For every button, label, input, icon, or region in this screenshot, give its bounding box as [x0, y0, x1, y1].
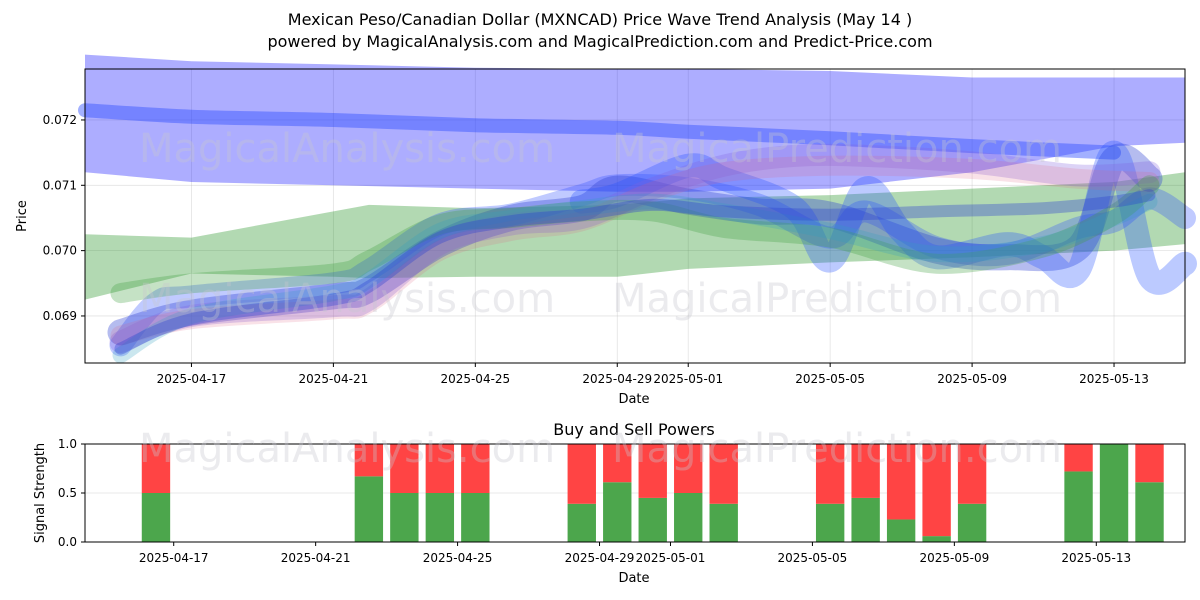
- price-x-tick-label: 2025-04-21: [299, 372, 369, 386]
- sell-power-bar: [567, 444, 596, 504]
- signal-bars: [141, 444, 1164, 542]
- price-y-tick-label: 0.069: [43, 309, 77, 323]
- sell-power-bar: [638, 444, 667, 498]
- buy-power-bar: [709, 503, 738, 542]
- buy-power-bar: [922, 536, 951, 542]
- buy-sell-power-chart: Buy and Sell Powers 2025-04-17 2025-04-21…: [33, 420, 1186, 586]
- buy-power-bar: [957, 503, 987, 542]
- sell-power-bar: [1135, 444, 1164, 483]
- figure-title-line1: Mexican Peso/Canadian Dollar (MXNCAD) Pr…: [288, 10, 912, 29]
- buy-power-bar: [1064, 471, 1093, 542]
- sell-power-bar: [957, 444, 987, 504]
- price-series: [78, 103, 1197, 364]
- sell-power-bar: [815, 444, 845, 504]
- figure-title-line2: powered by MagicalAnalysis.com and Magic…: [267, 32, 932, 51]
- price-wave-series-4: [109, 143, 1161, 354]
- price-wave-series-6: [110, 175, 1160, 304]
- signal-y-ticks: 0.0 0.5 1.0: [58, 437, 85, 549]
- signal-x-tick-label: 2025-05-09: [919, 551, 989, 565]
- buy-power-bar: [851, 497, 880, 542]
- signal-x-tick-label: 2025-04-21: [281, 551, 351, 565]
- buy-power-bar: [567, 503, 596, 542]
- price-y-tick-label: 0.070: [43, 244, 77, 258]
- watermark-analysis-bottom: MagicalAnalysis.com: [139, 426, 555, 472]
- sell-power-bar: [709, 444, 738, 504]
- watermark-analysis-top: MagicalAnalysis.com: [139, 126, 555, 172]
- watermark-prediction-mid: MagicalPrediction.com: [612, 276, 1062, 322]
- signal-y-tick-label: 0.0: [58, 535, 77, 549]
- price-y-ticks: 0.069 0.070 0.071 0.072: [43, 113, 85, 323]
- buy-power-bar: [354, 476, 384, 542]
- buy-power-bar: [603, 482, 632, 542]
- price-wave-series-1: [109, 173, 1196, 357]
- signal-x-tick-label: 2025-04-17: [139, 551, 209, 565]
- signal-x-tick-label: 2025-05-05: [778, 551, 848, 565]
- sell-power-bar: [461, 444, 490, 493]
- price-x-tick-label: 2025-05-05: [795, 372, 865, 386]
- watermark-prediction-bottom: MagicalPrediction.com: [612, 426, 1062, 472]
- signal-x-axis-label: Date: [618, 571, 649, 586]
- signal-y-tick-label: 0.5: [58, 486, 77, 500]
- price-bands: [85, 54, 1185, 300]
- buy-power-bar: [886, 519, 916, 542]
- price-band-1: [85, 172, 1185, 300]
- buy-power-bar: [461, 493, 490, 542]
- sell-power-bar: [674, 444, 703, 493]
- price-wave-chart: 2025-04-17 2025-04-21 2025-04-25 2025-04-29…: [15, 54, 1197, 407]
- buy-power-bar: [390, 493, 419, 542]
- sell-power-bar: [1064, 444, 1093, 472]
- price-x-tick-label: 2025-04-17: [157, 372, 227, 386]
- signal-x-tick-label: 2025-04-25: [423, 551, 493, 565]
- price-wave-series-5: [110, 155, 1160, 346]
- price-plot-frame: [84, 68, 1186, 364]
- price-wave-series-0: [78, 103, 1121, 160]
- watermarks: MagicalAnalysis.com MagicalPrediction.co…: [139, 126, 1062, 472]
- sell-power-bar: [141, 444, 171, 493]
- price-wave-series-7: [112, 193, 1158, 364]
- watermark-analysis-mid: MagicalAnalysis.com: [139, 276, 555, 322]
- price-x-ticks: 2025-04-17 2025-04-21 2025-04-25 2025-04-29…: [157, 363, 1149, 386]
- sell-power-bar: [390, 444, 419, 493]
- buy-sell-chart-title: Buy and Sell Powers: [553, 420, 715, 439]
- price-x-tick-label: 2025-04-25: [440, 372, 510, 386]
- price-x-tick-label: 2025-05-01: [653, 372, 723, 386]
- buy-power-bar: [815, 503, 845, 542]
- buy-power-bar: [674, 493, 703, 542]
- price-x-tick-label: 2025-04-29: [582, 372, 652, 386]
- signal-x-tick-label: 2025-04-29: [565, 551, 635, 565]
- signal-y-tick-label: 1.0: [58, 437, 77, 451]
- signal-x-ticks: 2025-04-17 2025-04-21 2025-04-25 2025-04-29…: [139, 542, 1131, 565]
- price-y-tick-label: 0.072: [43, 113, 77, 127]
- buy-power-bar: [1135, 482, 1164, 542]
- price-grid: [85, 69, 1185, 363]
- signal-x-tick-label: 2025-05-01: [636, 551, 706, 565]
- sell-power-bar: [851, 444, 880, 498]
- price-wave-series-2: [107, 143, 1163, 346]
- buy-power-bar: [425, 493, 455, 542]
- price-x-tick-label: 2025-05-13: [1079, 372, 1149, 386]
- watermark-prediction-top: MagicalPrediction.com: [612, 126, 1062, 172]
- price-x-tick-label: 2025-05-09: [937, 372, 1007, 386]
- sell-power-bar: [354, 444, 384, 477]
- buy-power-bar: [1099, 444, 1129, 542]
- sell-power-bar: [922, 444, 951, 537]
- price-y-tick-label: 0.071: [43, 178, 77, 192]
- price-x-axis-label: Date: [618, 392, 649, 407]
- price-band-0: [85, 54, 1185, 192]
- signal-x-tick-label: 2025-05-13: [1061, 551, 1131, 565]
- sell-power-bar: [886, 444, 916, 520]
- sell-power-bar: [603, 444, 632, 483]
- signal-y-axis-label: Signal Strength: [33, 443, 48, 543]
- buy-power-bar: [638, 497, 667, 542]
- price-y-axis-label: Price: [15, 200, 30, 232]
- buy-power-bar: [141, 493, 171, 542]
- price-wave-series-3: [569, 140, 1197, 295]
- sell-power-bar: [425, 444, 455, 493]
- price-wave-series-8: [114, 189, 1156, 355]
